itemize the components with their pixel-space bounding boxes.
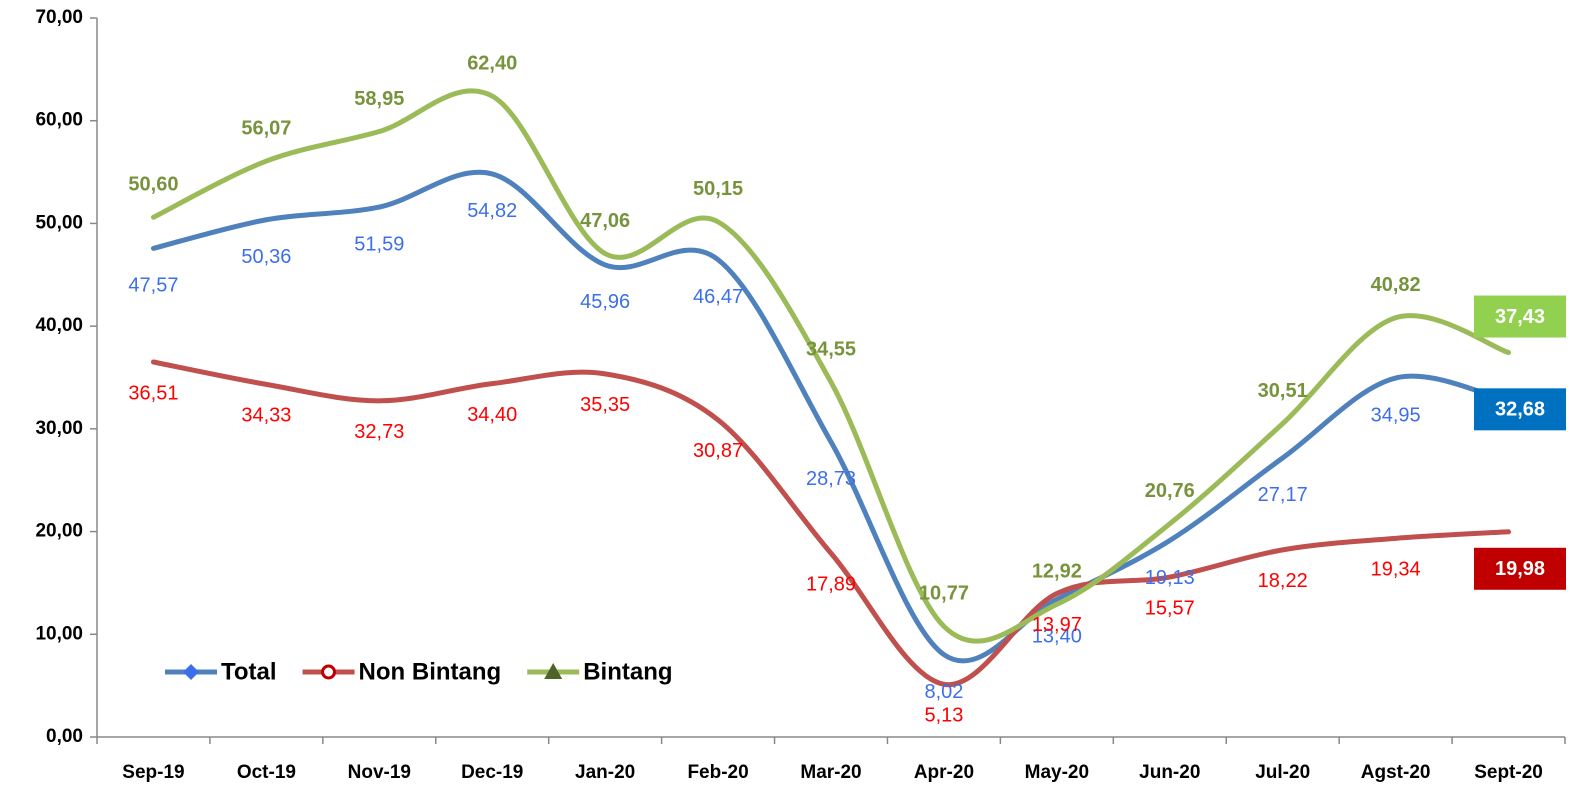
x-tick-label: Dec-19 [461, 762, 523, 783]
data-label: 27,17 [1258, 484, 1308, 506]
data-label: 45,96 [580, 291, 630, 313]
legend-label: Non Bintang [359, 658, 502, 685]
line-series [150, 88, 1512, 644]
data-label: 28,73 [806, 468, 856, 490]
y-tick-label: 0,00 [46, 726, 83, 747]
data-label: 34,33 [241, 405, 291, 427]
data-label: 35,35 [580, 394, 630, 416]
data-label: 54,82 [467, 200, 517, 222]
data-label: 19,34 [1371, 559, 1421, 581]
data-label: 47,57 [128, 275, 178, 297]
y-tick-label: 20,00 [35, 521, 83, 542]
highlight-box [1474, 388, 1566, 431]
data-label: 13,97 [1032, 614, 1082, 636]
x-tick-label: Jul-20 [1255, 762, 1310, 783]
data-label: 30,87 [693, 440, 743, 462]
data-label: 12,92 [1032, 561, 1082, 583]
data-label: 20,76 [1145, 480, 1195, 502]
data-label: 47,06 [580, 210, 630, 232]
data-label: 56,07 [241, 117, 291, 139]
x-tick-label: Sept-20 [1474, 762, 1543, 783]
data-label: 32,68 [1495, 399, 1545, 421]
data-label: 13,40 [1032, 626, 1082, 648]
y-tick-label: 60,00 [35, 110, 83, 131]
data-label: 34,95 [1371, 404, 1421, 426]
legend-marker [321, 664, 337, 680]
y-tick-label: 70,00 [35, 7, 83, 28]
line-series [150, 169, 1512, 664]
data-label: 46,47 [693, 286, 743, 308]
data-label: 50,60 [128, 174, 178, 196]
highlight-box [1474, 547, 1566, 590]
data-label: 51,59 [354, 233, 404, 255]
y-tick-label: 40,00 [35, 315, 83, 336]
data-label: 5,13 [924, 705, 963, 727]
data-label: 50,15 [693, 178, 743, 200]
x-tick-label: Jun-20 [1139, 762, 1200, 783]
data-label: 40,82 [1371, 274, 1421, 296]
legend-label: Total [221, 658, 277, 685]
x-tick-label: Jan-20 [575, 762, 635, 783]
data-label: 8,02 [924, 681, 963, 703]
data-label: 19,98 [1495, 558, 1545, 580]
data-label: 19,13 [1145, 567, 1195, 589]
data-label: 32,73 [354, 421, 404, 443]
data-label: 10,77 [919, 583, 969, 605]
data-label: 58,95 [354, 88, 404, 110]
y-tick-label: 10,00 [35, 623, 83, 644]
y-tick-label: 30,00 [35, 418, 83, 439]
x-tick-label: Feb-20 [687, 762, 748, 783]
data-label: 62,40 [467, 52, 517, 74]
legend-label: Bintang [583, 658, 672, 685]
legend-marker [544, 663, 563, 679]
data-label: 15,57 [1145, 597, 1195, 619]
line-series [150, 359, 1512, 687]
x-tick-label: May-20 [1025, 762, 1089, 783]
legend-marker [183, 664, 199, 680]
x-tick-label: Oct-19 [237, 762, 296, 783]
data-label: 37,43 [1495, 306, 1545, 328]
data-label: 17,89 [806, 574, 856, 596]
highlight-box [1474, 295, 1566, 338]
x-tick-label: Mar-20 [800, 762, 861, 783]
data-label: 34,40 [467, 404, 517, 426]
data-label: 34,55 [806, 338, 856, 360]
x-tick-label: Sep-19 [122, 762, 184, 783]
x-tick-label: Agst-20 [1361, 762, 1431, 783]
x-tick-label: Apr-20 [914, 762, 974, 783]
x-tick-label: Nov-19 [348, 762, 411, 783]
data-label: 18,22 [1258, 570, 1308, 592]
y-tick-label: 50,00 [35, 212, 83, 233]
data-label: 50,36 [241, 246, 291, 268]
data-label: 36,51 [128, 382, 178, 404]
data-label: 30,51 [1258, 380, 1308, 402]
